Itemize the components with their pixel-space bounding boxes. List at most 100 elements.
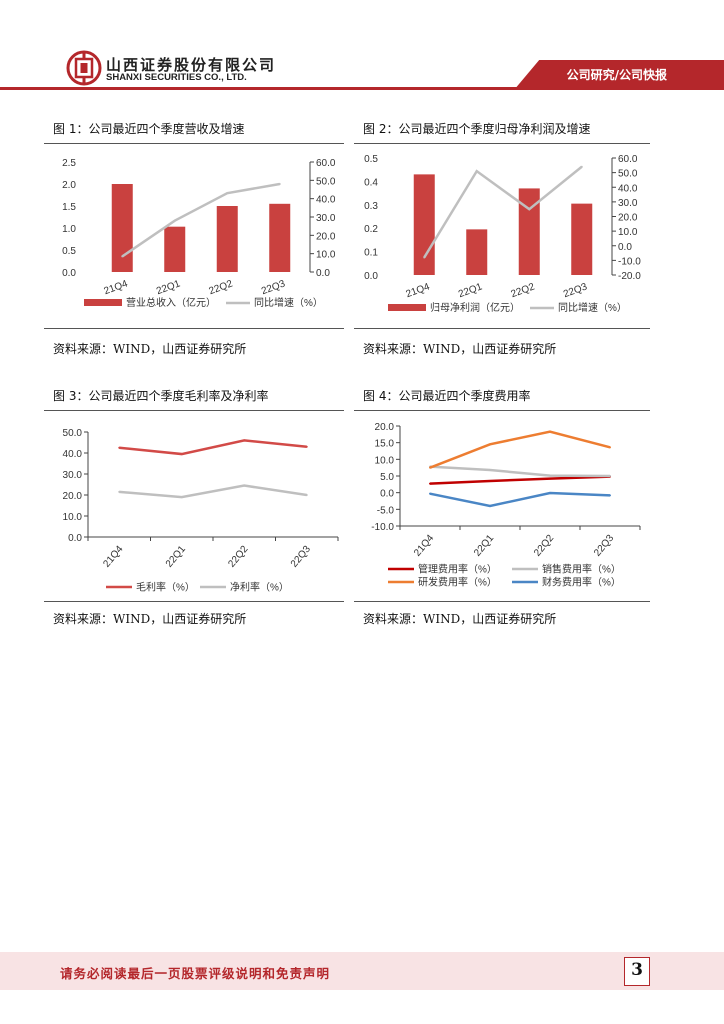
y-right-tick-label: 50.0 — [316, 176, 336, 187]
series-2-point-22Q3 — [609, 446, 611, 449]
footer-disclaimer: 请务必阅读最后一页股票评级说明和免责声明 — [60, 966, 331, 981]
page-number: 3 — [631, 960, 643, 980]
figure-1-chart: 0.0 0.5 1.0 1.5 2.0 2.5 0.0 10.0 20.0 30.0 40.0 50.… — [62, 158, 336, 309]
y-left-tick-label: 0.5 — [62, 246, 76, 257]
y-tick-label: 10.0 — [63, 512, 83, 523]
series-0-point-21Q4 — [429, 482, 431, 485]
figure-4-source: 资料来源：WIND，山西证券研究所 — [363, 612, 557, 626]
y-right-tick-label: 10.0 — [618, 227, 638, 238]
y-left-tick-label: 0.5 — [364, 154, 378, 165]
series-line-1 — [429, 465, 611, 478]
y-left-tick-label: 0.4 — [364, 177, 378, 188]
y-tick-label: -5.0 — [377, 505, 395, 516]
bar-22Q1 — [164, 226, 186, 272]
growth-line — [423, 165, 583, 259]
figure-1-top-rule — [44, 143, 344, 144]
series-1-point-22Q2 — [243, 484, 246, 487]
figure-4-top-rule — [354, 410, 650, 411]
x-tick-label: 22Q3 — [592, 533, 616, 559]
series-0-point-21Q4 — [118, 446, 121, 449]
y-right-tick-label: 50.0 — [618, 169, 638, 180]
series-3-point-22Q2 — [549, 492, 551, 494]
growth-point-22Q1 — [475, 170, 478, 173]
growth-point-22Q2 — [528, 208, 531, 211]
legend-label-0: 管理费用率（%） — [418, 563, 497, 576]
y-right-tick-label: 60.0 — [618, 154, 638, 165]
x-tick-label: 21Q4 — [101, 544, 125, 570]
growth-point-22Q3 — [278, 183, 281, 185]
y-tick-label: 20.0 — [375, 422, 395, 433]
legend-label-bar: 营业总收入（亿元） — [126, 296, 216, 309]
y-tick-label: 50.0 — [63, 428, 83, 439]
series-3-point-22Q3 — [609, 494, 611, 497]
page-footer — [0, 952, 724, 990]
y-right-tick-label: 10.0 — [316, 250, 336, 261]
y-left-tick-label: 0.1 — [364, 248, 378, 259]
legend-label-bar: 归母净利润（亿元） — [430, 301, 520, 314]
x-tick-label: 21Q4 — [405, 281, 432, 300]
y-tick-label: 40.0 — [63, 449, 83, 460]
x-tick-label: 22Q2 — [226, 544, 250, 570]
page-header: 山西证券股份有限公司 SHANXI SECURITIES CO., LTD. 公… — [0, 0, 724, 100]
x-tick-label: 22Q3 — [289, 544, 313, 570]
figure-1-bottom-rule — [44, 328, 344, 329]
bar-22Q2 — [518, 188, 540, 275]
series-line-3 — [429, 491, 611, 508]
figure-3-source: 资料来源：WIND，山西证券研究所 — [53, 612, 247, 626]
x-tick-label: 22Q1 — [472, 533, 496, 559]
y-right-tick-label: 30.0 — [618, 198, 638, 209]
figure-3-title: 图 3：公司最近四个季度毛利率及净利率 — [53, 389, 269, 403]
legend-label-3: 财务费用率（%） — [542, 576, 621, 589]
figure-2-top-rule — [354, 143, 650, 144]
y-tick-label: 0.0 — [380, 489, 394, 500]
y-right-tick-label: 20.0 — [618, 213, 638, 224]
series-2-point-22Q1 — [489, 443, 491, 446]
y-left-tick-label: 1.0 — [62, 224, 76, 235]
x-tick-label: 22Q2 — [510, 281, 537, 300]
growth-point-22Q2 — [226, 192, 229, 195]
y-tick-label: 30.0 — [63, 470, 83, 481]
series-0-point-22Q2 — [549, 477, 551, 480]
x-tick-label: 22Q3 — [260, 278, 287, 297]
legend-label-2: 研发费用率（%） — [418, 576, 497, 589]
company-logo: 山西证券股份有限公司 SHANXI SECURITIES CO., LTD. — [66, 50, 274, 90]
series-line-1 — [119, 484, 307, 499]
figure-3-top-rule — [44, 410, 344, 411]
series-1-point-22Q3 — [305, 494, 308, 496]
y-right-tick-label: 60.0 — [316, 158, 336, 169]
legend-label-1: 销售费用率（%） — [542, 563, 621, 576]
figure-1-source: 资料来源：WIND，山西证券研究所 — [53, 342, 247, 356]
y-tick-label: 5.0 — [380, 472, 394, 483]
y-tick-label: 0.0 — [68, 533, 82, 544]
series-1-point-22Q1 — [180, 496, 183, 499]
growth-point-21Q4 — [423, 256, 426, 259]
y-left-tick-label: 0.0 — [364, 271, 378, 282]
growth-point-22Q3 — [580, 165, 583, 168]
series-1-point-22Q3 — [609, 475, 611, 477]
series-1-point-22Q2 — [549, 474, 551, 477]
company-logo-icon — [66, 50, 102, 86]
series-line-2 — [429, 430, 611, 469]
figure-4-title: 图 4：公司最近四个季度费用率 — [363, 389, 531, 403]
series-0-point-22Q1 — [489, 480, 491, 482]
header-rule — [0, 87, 724, 90]
figure-2-chart: 0.0 0.1 0.2 0.3 0.4 0.5 -20.0 -10.0 0.0 10.0 20.0 3… — [364, 154, 641, 314]
growth-point-21Q4 — [121, 255, 124, 258]
y-right-tick-label: 0.0 — [316, 268, 330, 279]
series-line-0 — [429, 475, 611, 485]
legend-swatch-bar — [84, 299, 122, 306]
series-3-point-21Q4 — [429, 492, 431, 495]
legend-label-0: 毛利率（%） — [136, 581, 195, 594]
company-name-en: SHANXI SECURITIES CO., LTD. — [106, 72, 247, 83]
figure-4-bottom-rule — [354, 601, 650, 602]
x-tick-label: 22Q1 — [457, 281, 484, 300]
y-right-tick-label: 40.0 — [316, 195, 336, 206]
series-2-point-22Q2 — [549, 430, 551, 433]
page-number-box: 3 — [624, 957, 650, 986]
y-right-tick-label: 40.0 — [618, 183, 638, 194]
figure-3-chart: 0.0 10.0 20.0 30.0 40.0 50.0 21Q4 22Q1 22Q2 22Q3 毛… — [63, 428, 339, 594]
figure-1-title: 图 1：公司最近四个季度营收及增速 — [53, 122, 245, 136]
x-tick-label: 22Q3 — [562, 281, 589, 300]
figure-3-bottom-rule — [44, 601, 344, 602]
y-right-tick-label: 30.0 — [316, 213, 336, 224]
